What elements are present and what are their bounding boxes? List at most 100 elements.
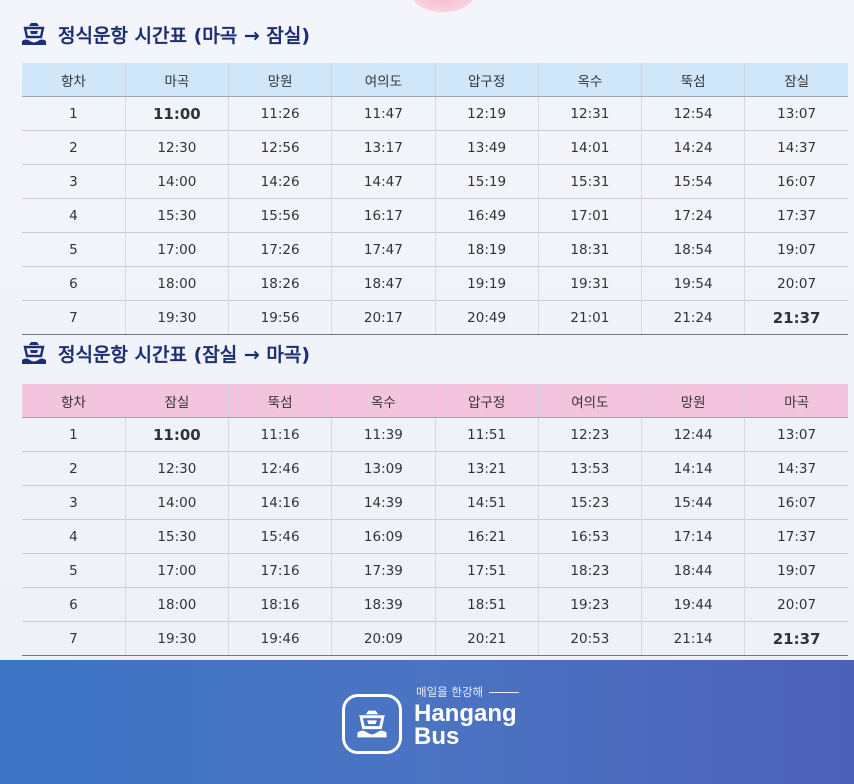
time-cell: 18:51: [434, 587, 539, 622]
brand-name: Hangang Bus: [414, 702, 517, 750]
table-row: 1 11:00 11:16 11:39 11:51 12:23 12:44 13:07: [22, 417, 848, 452]
time-cell: 20:49: [434, 300, 539, 335]
header-station: 옥수: [537, 63, 642, 97]
time-cell: 13:49: [434, 130, 539, 165]
header-trip-number: 항차: [22, 384, 126, 418]
trip-number-cell: 2: [22, 451, 126, 486]
table-row: 5 17:00 17:16 17:39 17:51 18:23 18:44 19:07: [22, 553, 848, 588]
footer-banner: 매일을 한강해 Hangang Bus: [0, 660, 854, 784]
trip-number-cell: 5: [22, 232, 126, 267]
time-cell: 17:01: [537, 198, 642, 233]
hangang-bus-logo: [342, 694, 402, 754]
section-title-text: 정식운항 시간표 (잠실 → 마곡): [58, 343, 311, 366]
time-cell: 15:30: [124, 519, 229, 554]
time-cell: 17:14: [640, 519, 745, 554]
time-cell: 15:30: [124, 198, 229, 233]
time-cell: 16:49: [434, 198, 539, 233]
trip-number-cell: 1: [22, 417, 126, 452]
section-title-mapgok-to-jamsil: 정식운항 시간표 (마곡 → 잠실): [20, 19, 310, 49]
time-cell: 13:53: [537, 451, 642, 486]
time-cell: 16:53: [537, 519, 642, 554]
time-cell: 14:39: [331, 485, 435, 520]
time-cell: 14:47: [331, 164, 435, 199]
time-cell: 17:51: [434, 553, 539, 588]
time-cell: 21:14: [640, 621, 745, 656]
trip-number-cell: 4: [22, 198, 126, 233]
trip-number-cell: 1: [22, 96, 126, 131]
time-cell: 18:39: [331, 587, 435, 622]
time-cell: 14:01: [537, 130, 642, 165]
time-cell: 15:31: [537, 164, 642, 199]
time-cell: 12:54: [640, 96, 745, 131]
time-cell: 17:37: [744, 519, 848, 554]
trip-number-cell: 3: [22, 164, 126, 199]
time-cell: 19:30: [124, 621, 229, 656]
time-cell: 20:07: [744, 587, 848, 622]
time-cell: 11:00: [124, 96, 229, 131]
time-cell: 18:44: [640, 553, 745, 588]
header-station: 압구정: [434, 384, 539, 418]
table-body: 1 11:00 11:26 11:47 12:19 12:31 12:54 13:07 2 12:…: [22, 96, 848, 335]
ship-icon: [22, 342, 46, 364]
table-row: 3 14:00 14:26 14:47 15:19 15:31 15:54 16:07: [22, 164, 848, 199]
time-cell: 11:51: [434, 417, 539, 452]
brand-line-2: Bus: [414, 723, 460, 750]
time-cell: 19:54: [640, 266, 745, 301]
time-cell: 13:17: [331, 130, 435, 165]
time-cell: 19:46: [227, 621, 332, 656]
time-cell: 12:23: [537, 417, 642, 452]
time-cell: 19:23: [537, 587, 642, 622]
ship-icon: [357, 710, 387, 738]
time-cell: 20:07: [744, 266, 848, 301]
time-cell: 18:23: [537, 553, 642, 588]
header-station: 잠실: [124, 384, 229, 418]
time-cell: 11:47: [331, 96, 435, 131]
time-cell: 15:46: [227, 519, 332, 554]
time-cell: 14:26: [227, 164, 332, 199]
header-station: 뚝섬: [640, 63, 745, 97]
time-cell: 15:56: [227, 198, 332, 233]
time-cell: 18:16: [227, 587, 332, 622]
time-cell: 21:37: [744, 621, 848, 656]
table-row: 1 11:00 11:26 11:47 12:19 12:31 12:54 13:07: [22, 96, 848, 131]
trip-number-cell: 3: [22, 485, 126, 520]
header-station: 여의도: [537, 384, 642, 418]
time-cell: 15:44: [640, 485, 745, 520]
table-header-row: 항차 마곡 망원 여의도 압구정 옥수 뚝섬 잠실: [22, 63, 848, 97]
time-cell: 14:24: [640, 130, 745, 165]
header-station: 잠실: [744, 63, 848, 97]
time-cell: 15:23: [537, 485, 642, 520]
header-trip-number: 항차: [22, 63, 126, 97]
time-cell: 17:47: [331, 232, 435, 267]
time-cell: 16:07: [744, 164, 848, 199]
trip-number-cell: 7: [22, 621, 126, 656]
time-cell: 12:30: [124, 130, 229, 165]
time-cell: 17:00: [124, 553, 229, 588]
time-cell: 18:00: [124, 266, 229, 301]
time-cell: 11:00: [124, 417, 229, 452]
time-cell: 15:19: [434, 164, 539, 199]
time-cell: 11:39: [331, 417, 435, 452]
time-cell: 16:09: [331, 519, 435, 554]
table-row: 5 17:00 17:26 17:47 18:19 18:31 18:54 19:07: [22, 232, 848, 267]
timetable-jamsil-to-mapgok: 항차 잠실 뚝섬 옥수 압구정 여의도 망원 마곡 1 11:00 11:16 11:39 11:51…: [22, 384, 848, 656]
table-row: 4 15:30 15:56 16:17 16:49 17:01 17:24 17:37: [22, 198, 848, 233]
time-cell: 17:24: [640, 198, 745, 233]
time-cell: 14:37: [744, 451, 848, 486]
time-cell: 11:26: [227, 96, 332, 131]
time-cell: 19:44: [640, 587, 745, 622]
header-station: 뚝섬: [227, 384, 332, 418]
time-cell: 19:30: [124, 300, 229, 335]
time-cell: 13:07: [744, 417, 848, 452]
time-cell: 11:16: [227, 417, 332, 452]
time-cell: 21:37: [744, 300, 848, 335]
table-row: 3 14:00 14:16 14:39 14:51 15:23 15:44 16:07: [22, 485, 848, 520]
time-cell: 16:17: [331, 198, 435, 233]
time-cell: 20:09: [331, 621, 435, 656]
time-cell: 17:16: [227, 553, 332, 588]
trip-number-cell: 2: [22, 130, 126, 165]
time-cell: 12:19: [434, 96, 539, 131]
flower-petal-decoration: [412, 0, 474, 12]
time-cell: 19:19: [434, 266, 539, 301]
trip-number-cell: 7: [22, 300, 126, 335]
